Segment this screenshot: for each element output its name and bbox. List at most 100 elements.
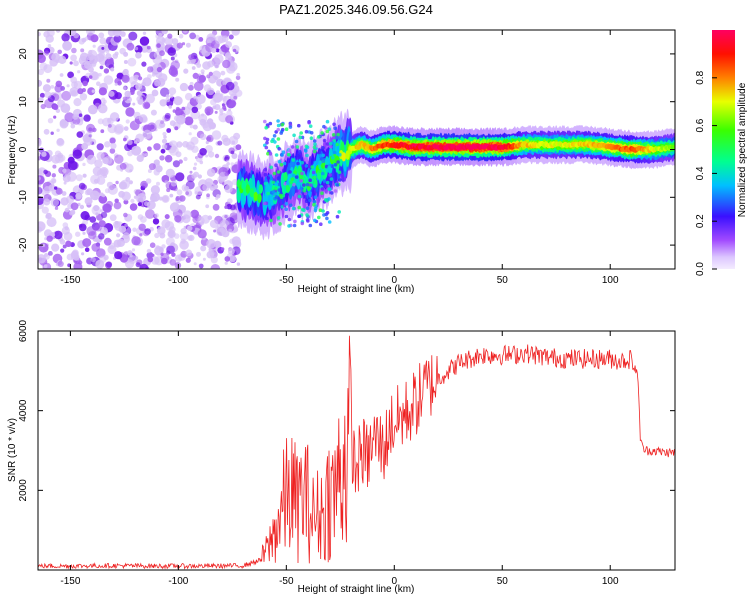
noise-speckle xyxy=(189,124,194,129)
ridge-scatter xyxy=(276,127,281,132)
noise-speckle xyxy=(196,94,206,105)
noise-speckle xyxy=(170,69,179,77)
noise-speckle xyxy=(38,32,41,37)
ridge-scatter xyxy=(312,203,316,207)
noise-speckle xyxy=(64,207,70,213)
noise-speckle xyxy=(107,184,118,195)
noise-speckle xyxy=(149,194,158,202)
ridge-scatter xyxy=(293,219,297,224)
noise-speckle xyxy=(135,52,142,59)
noise-speckle xyxy=(147,200,156,210)
noise-speckle xyxy=(102,157,109,164)
noise-speckle xyxy=(91,205,101,215)
noise-speckle xyxy=(184,185,190,191)
noise-speckle xyxy=(75,231,81,237)
ridge-scatter xyxy=(280,122,285,127)
noise-speckle xyxy=(51,243,60,252)
noise-speckle xyxy=(154,119,165,129)
noise-speckle xyxy=(73,60,79,67)
noise-speckle xyxy=(121,191,131,201)
snr-xlabel: Height of straight line (km) xyxy=(298,584,415,595)
ridge-scatter xyxy=(270,139,274,144)
noise-speckle xyxy=(212,105,217,110)
noise-speckle xyxy=(63,181,67,185)
noise-speckle xyxy=(236,262,241,266)
ridge-scatter xyxy=(300,221,305,226)
noise-speckle xyxy=(51,173,56,178)
noise-speckle xyxy=(83,114,91,122)
noise-speckle xyxy=(175,172,185,182)
noise-speckle xyxy=(214,153,220,159)
noise-speckle xyxy=(164,180,169,185)
noise-speckle xyxy=(137,99,144,105)
noise-speckle xyxy=(54,150,62,157)
noise-speckle xyxy=(118,225,127,233)
ridge-scatter xyxy=(333,126,338,130)
noise-speckle xyxy=(235,89,243,97)
noise-speckle xyxy=(131,236,141,246)
noise-speckle xyxy=(39,62,48,71)
ridge-scatter xyxy=(297,214,302,218)
noise-speckle xyxy=(162,195,169,202)
noise-speckle xyxy=(62,168,67,173)
ridge-scatter xyxy=(288,199,292,203)
ridge-scatter xyxy=(265,140,269,145)
noise-speckle xyxy=(212,183,216,187)
spectrogram-x-axis: -150 -100 -50 0 50 100 xyxy=(60,30,619,286)
ridge-scatter xyxy=(263,167,268,172)
noise-speckle xyxy=(154,232,160,239)
ridge-scatter xyxy=(322,182,326,187)
noise-speckle xyxy=(147,74,152,79)
noise-speckle xyxy=(211,47,217,54)
noise-speckle xyxy=(206,74,211,79)
noise-speckle xyxy=(205,140,209,145)
noise-speckle xyxy=(163,135,167,139)
noise-speckle xyxy=(82,80,88,87)
noise-speckle xyxy=(52,164,57,169)
noise-speckle xyxy=(167,47,176,56)
snr-x-tick-label: 0 xyxy=(392,576,398,587)
noise-speckle xyxy=(64,112,75,123)
noise-speckle xyxy=(87,49,98,60)
noise-speckle xyxy=(146,248,152,254)
noise-speckle xyxy=(159,50,165,57)
noise-speckle xyxy=(152,218,160,225)
noise-speckle xyxy=(43,169,48,175)
ridge-scatter xyxy=(328,141,333,146)
noise-speckle xyxy=(171,38,179,45)
noise-speckle xyxy=(158,32,163,37)
ridge-scatter xyxy=(278,193,283,198)
spectrogram-x-tick-label: -150 xyxy=(60,275,80,286)
ridge-scatter xyxy=(329,144,333,149)
noise-speckle xyxy=(38,152,41,157)
spectrogram-x-tick-label: -100 xyxy=(168,275,188,286)
ridge-scatter xyxy=(276,216,281,220)
noise-speckle xyxy=(197,216,205,225)
ridge-scatter xyxy=(304,199,309,203)
noise-speckle xyxy=(63,231,73,241)
noise-speckle xyxy=(114,251,123,260)
ridge-scatter xyxy=(327,187,332,191)
noise-speckle xyxy=(135,133,144,143)
noise-speckle xyxy=(193,262,197,266)
noise-speckle xyxy=(43,264,48,268)
noise-speckle xyxy=(141,81,147,87)
colorbar-ticks: 0.0 0.2 0.4 0.6 0.8 xyxy=(695,70,717,276)
noise-speckle xyxy=(164,154,173,163)
ridge-scatter xyxy=(312,145,317,150)
noise-speckle xyxy=(189,32,197,40)
noise-speckle xyxy=(127,57,137,67)
noise-speckle xyxy=(50,131,54,135)
noise-speckle xyxy=(40,103,46,110)
noise-speckle xyxy=(100,211,108,219)
noise-speckle xyxy=(41,243,46,247)
noise-speckle xyxy=(158,247,164,253)
noise-speckle xyxy=(57,260,64,267)
noise-speckle xyxy=(225,81,235,91)
noise-speckle xyxy=(180,238,186,244)
noise-speckle xyxy=(220,70,226,76)
noise-speckle xyxy=(114,123,125,134)
noise-speckle xyxy=(123,126,129,131)
noise-speckle xyxy=(69,210,75,216)
ridge-scatter xyxy=(289,180,293,185)
